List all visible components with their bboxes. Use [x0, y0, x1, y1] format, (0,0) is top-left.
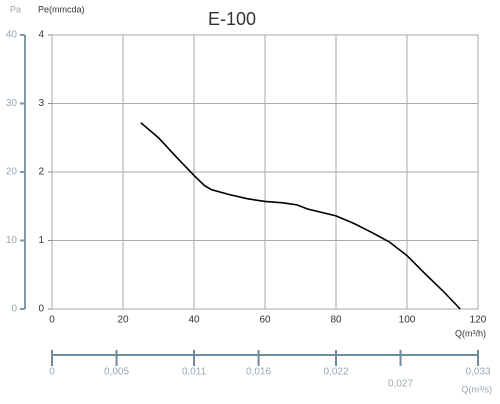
y2-axis-label: Pa	[10, 4, 21, 14]
y2-tick-label: 30	[6, 98, 18, 109]
y-tick-label: 1	[38, 235, 44, 246]
x2-tick-label: 0,033	[465, 367, 490, 378]
x2-tick-label: 0	[49, 367, 55, 378]
x-tick-label: 120	[470, 315, 487, 326]
y-tick-label: 3	[38, 98, 44, 109]
x-tick-label: 80	[330, 315, 342, 326]
x-tick-label: 100	[399, 315, 416, 326]
y2-tick-label: 10	[6, 235, 18, 246]
y-axis-label: Pe(mmcda)	[38, 4, 85, 14]
x2-axis-label: Q(m³/s)	[462, 384, 493, 394]
x-tick-label: 20	[117, 315, 129, 326]
y2-tick-label: 20	[6, 167, 18, 178]
curve	[140, 122, 461, 310]
x2-tick-label: 0,011	[182, 367, 207, 378]
x2-tick-label: 0,005	[104, 367, 129, 378]
x2-tick-label: 0,027	[388, 379, 413, 390]
y-tick-label: 2	[38, 167, 44, 178]
y-tick-label: 4	[38, 30, 44, 41]
x-axis-label: Q(m³/h)	[455, 328, 486, 338]
x-tick-label: 60	[259, 315, 271, 326]
x-tick-label: 0	[49, 315, 55, 326]
y-tick-label: 0	[38, 304, 44, 315]
x-tick-label: 40	[188, 315, 200, 326]
x2-tick-label: 0,022	[323, 367, 348, 378]
x2-tick-label: 0,016	[246, 367, 271, 378]
y2-tick-label: 40	[6, 30, 18, 41]
chart-title: E-100	[208, 9, 256, 29]
y2-tick-label: 0	[11, 304, 17, 315]
